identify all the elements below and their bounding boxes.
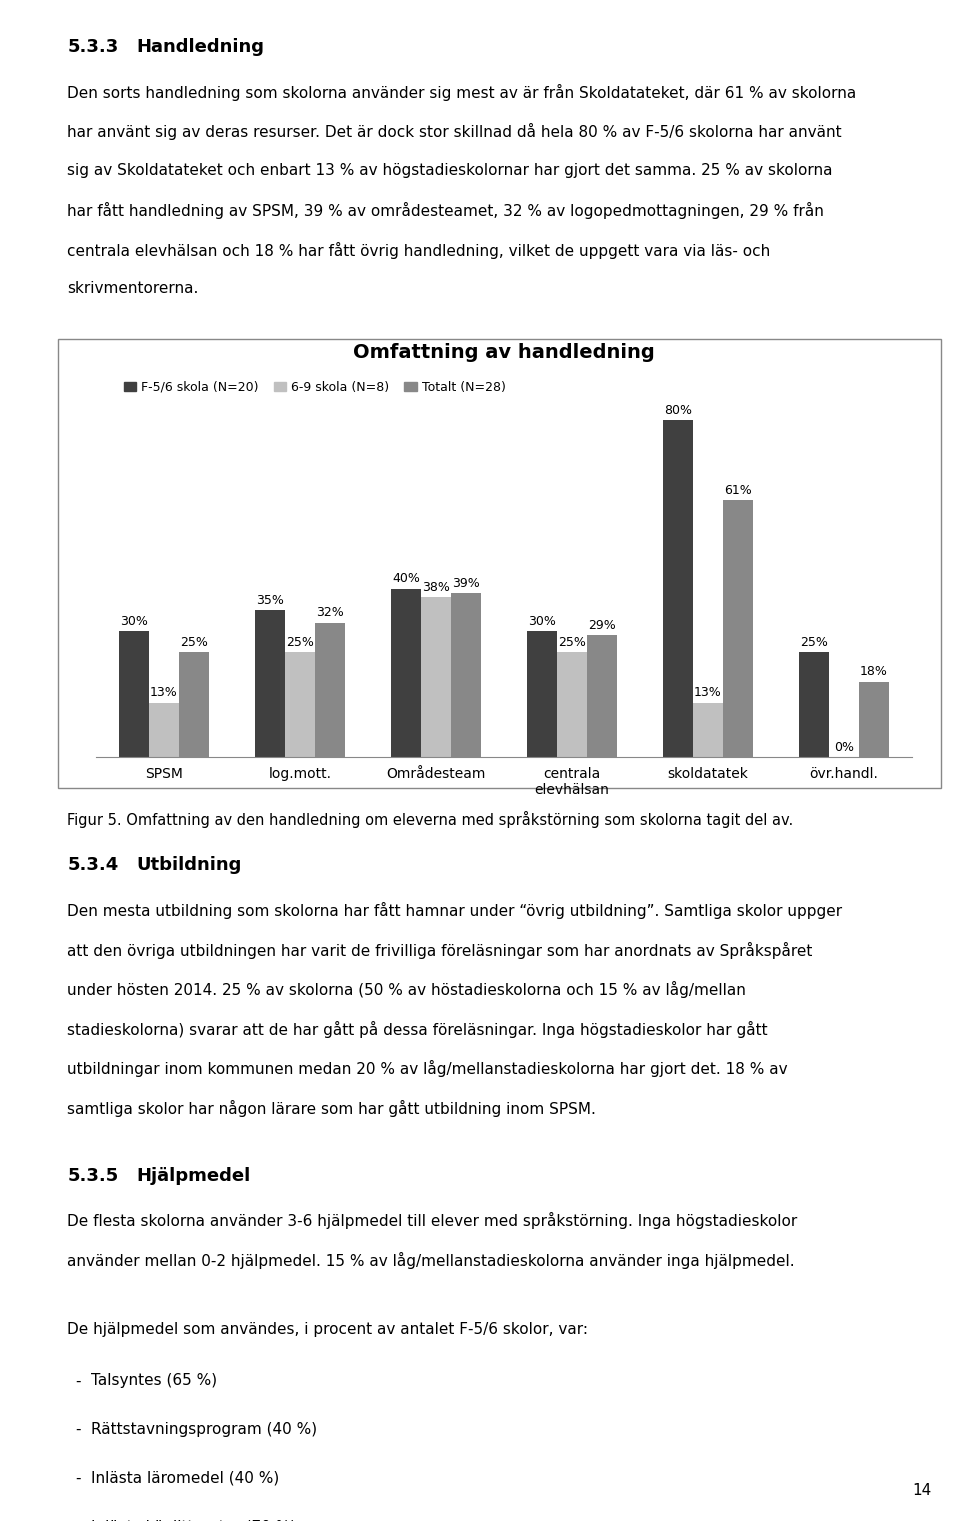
Text: centrala elevhälsan och 18 % har fått övrig handledning, vilket de uppgett vara : centrala elevhälsan och 18 % har fått öv… <box>67 242 771 259</box>
Text: Handledning: Handledning <box>136 38 264 56</box>
Text: 25%: 25% <box>180 636 208 648</box>
Text: 14: 14 <box>912 1483 931 1498</box>
Text: -: - <box>75 1373 81 1389</box>
Text: har använt sig av deras resurser. Det är dock stor skillnad då hela 80 % av F-5/: har använt sig av deras resurser. Det är… <box>67 123 842 140</box>
Text: 80%: 80% <box>664 403 692 417</box>
Bar <box>315 622 345 757</box>
Text: 25%: 25% <box>800 636 828 648</box>
Text: Inlästa läromedel (40 %): Inlästa läromedel (40 %) <box>91 1471 279 1486</box>
Bar <box>693 703 723 757</box>
Text: 32%: 32% <box>316 607 344 619</box>
Bar <box>527 631 557 757</box>
Text: att den övriga utbildningen har varit de frivilliga föreläsningar som har anordn: att den övriga utbildningen har varit de… <box>67 941 812 958</box>
Text: 13%: 13% <box>150 686 178 700</box>
Text: 38%: 38% <box>422 581 450 593</box>
Bar <box>179 653 209 757</box>
Text: 30%: 30% <box>528 614 556 628</box>
Text: har fått handledning av SPSM, 39 % av områdesteamet, 32 % av logopedmottagningen: har fått handledning av SPSM, 39 % av om… <box>67 202 824 219</box>
Text: De hjälpmedel som användes, i procent av antalet F-5/6 skolor, var:: De hjälpmedel som användes, i procent av… <box>67 1322 588 1337</box>
Text: -: - <box>75 1471 81 1486</box>
Text: 5.3.5: 5.3.5 <box>67 1167 118 1185</box>
Text: skrivmentorerna.: skrivmentorerna. <box>67 281 199 297</box>
Bar <box>557 653 587 757</box>
Text: Talsyntes (65 %): Talsyntes (65 %) <box>91 1373 217 1389</box>
Text: 25%: 25% <box>286 636 314 648</box>
Text: 0%: 0% <box>834 741 854 754</box>
Bar <box>391 589 421 757</box>
Bar <box>723 500 753 757</box>
Text: Hjälpmedel: Hjälpmedel <box>136 1167 251 1185</box>
Bar <box>859 681 889 757</box>
Text: 5.3.3: 5.3.3 <box>67 38 118 56</box>
Bar <box>587 636 617 757</box>
Bar <box>285 653 315 757</box>
Bar <box>421 598 451 757</box>
Text: 30%: 30% <box>120 614 148 628</box>
Text: Utbildning: Utbildning <box>136 856 242 875</box>
Text: Den mesta utbildning som skolorna har fått hamnar under “övrig utbildning”. Samt: Den mesta utbildning som skolorna har få… <box>67 902 842 919</box>
Text: använder mellan 0-2 hjälpmedel. 15 % av låg/mellanstadieskolorna använder inga h: använder mellan 0-2 hjälpmedel. 15 % av … <box>67 1252 795 1269</box>
Text: sig av Skoldatateket och enbart 13 % av högstadieskolornar har gjort det samma. : sig av Skoldatateket och enbart 13 % av … <box>67 163 832 178</box>
Text: 61%: 61% <box>724 484 752 497</box>
Bar <box>149 703 179 757</box>
Text: De flesta skolorna använder 3-6 hjälpmedel till elever med språkstörning. Inga h: De flesta skolorna använder 3-6 hjälpmed… <box>67 1212 798 1229</box>
Text: utbildningar inom kommunen medan 20 % av låg/mellanstadieskolorna har gjort det.: utbildningar inom kommunen medan 20 % av… <box>67 1060 788 1077</box>
Bar <box>255 610 285 757</box>
Text: 40%: 40% <box>392 572 420 586</box>
Text: 39%: 39% <box>452 576 480 590</box>
Text: 25%: 25% <box>558 636 586 648</box>
Text: Den sorts handledning som skolorna använder sig mest av är från Skoldatateket, d: Den sorts handledning som skolorna använ… <box>67 84 856 100</box>
Text: 29%: 29% <box>588 619 615 631</box>
Text: samtliga skolor har någon lärare som har gått utbildning inom SPSM.: samtliga skolor har någon lärare som har… <box>67 1100 596 1116</box>
Bar <box>451 593 481 757</box>
Text: 5.3.4: 5.3.4 <box>67 856 118 875</box>
Text: 35%: 35% <box>256 593 284 607</box>
Legend: F-5/6 skola (N=20), 6-9 skola (N=8), Totalt (N=28): F-5/6 skola (N=20), 6-9 skola (N=8), Tot… <box>119 376 511 399</box>
Title: Omfattning av handledning: Omfattning av handledning <box>353 344 655 362</box>
Text: 13%: 13% <box>694 686 722 700</box>
Bar <box>799 653 829 757</box>
Text: 18%: 18% <box>860 665 888 678</box>
Text: Figur 5. Omfattning av den handledning om eleverna med språkstörning som skolorn: Figur 5. Omfattning av den handledning o… <box>67 811 794 827</box>
Bar <box>58 339 941 788</box>
Text: stadieskolorna) svarar att de har gått på dessa föreläsningar. Inga högstadiesko: stadieskolorna) svarar att de har gått p… <box>67 1021 768 1037</box>
Bar <box>663 420 693 757</box>
Bar <box>119 631 149 757</box>
Text: under hösten 2014. 25 % av skolorna (50 % av höstadieskolorna och 15 % av låg/me: under hösten 2014. 25 % av skolorna (50 … <box>67 981 746 998</box>
Text: -: - <box>75 1422 81 1437</box>
Text: Rättstavningsprogram (40 %): Rättstavningsprogram (40 %) <box>91 1422 318 1437</box>
